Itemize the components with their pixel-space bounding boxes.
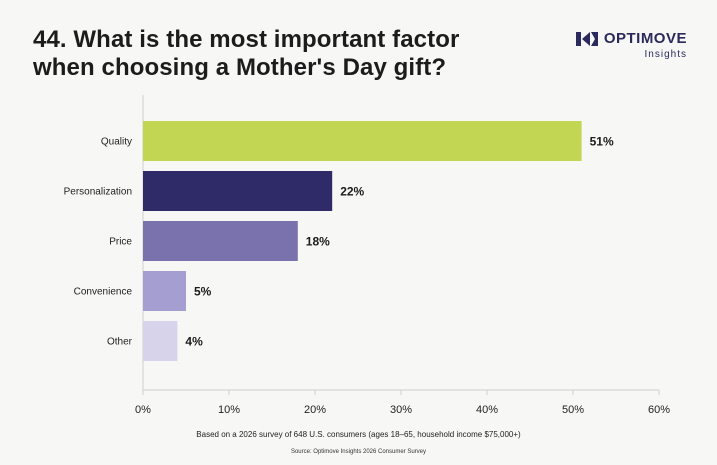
chart-title-line2: when choosing a Mother's Day gift? bbox=[33, 54, 447, 81]
brand-logo: OPTIMOVE Insights bbox=[575, 30, 687, 60]
bar-price bbox=[143, 221, 298, 261]
bar-other bbox=[143, 321, 178, 361]
x-tick-label: 50% bbox=[562, 404, 584, 416]
chart-source: Source: Optimove Insights 2026 Consumer … bbox=[290, 449, 427, 455]
bar-quality bbox=[143, 121, 582, 161]
category-label: Quality bbox=[101, 137, 132, 148]
x-tick-label: 20% bbox=[304, 404, 326, 416]
optimove-logo-icon bbox=[575, 31, 598, 46]
category-label: Personalization bbox=[64, 187, 132, 198]
value-label: 4% bbox=[185, 335, 203, 349]
value-label: 18% bbox=[306, 235, 330, 249]
x-tick-label: 40% bbox=[476, 404, 498, 416]
x-tick-label: 0% bbox=[135, 404, 151, 416]
bar-personalization bbox=[143, 171, 333, 211]
chart-title: 44. What is the most important factor wh… bbox=[33, 26, 513, 82]
bar-convenience bbox=[143, 271, 186, 311]
category-label: Price bbox=[109, 237, 132, 248]
x-tick-label: 60% bbox=[648, 404, 670, 416]
logo-name: OPTIMOVE bbox=[603, 30, 687, 47]
value-label: 5% bbox=[194, 285, 212, 299]
chart-title-line1: 44. What is the most important factor bbox=[33, 26, 460, 53]
value-label: 22% bbox=[340, 185, 364, 199]
x-tick-label: 10% bbox=[218, 404, 240, 416]
category-label: Other bbox=[107, 337, 133, 348]
category-label: Convenience bbox=[74, 287, 133, 298]
value-label: 51% bbox=[590, 135, 614, 149]
x-tick-label: 30% bbox=[390, 404, 412, 416]
logo-subtitle: Insights bbox=[644, 49, 687, 60]
chart-footnote: Based on a 2026 survey of 648 U.S. consu… bbox=[196, 430, 521, 439]
